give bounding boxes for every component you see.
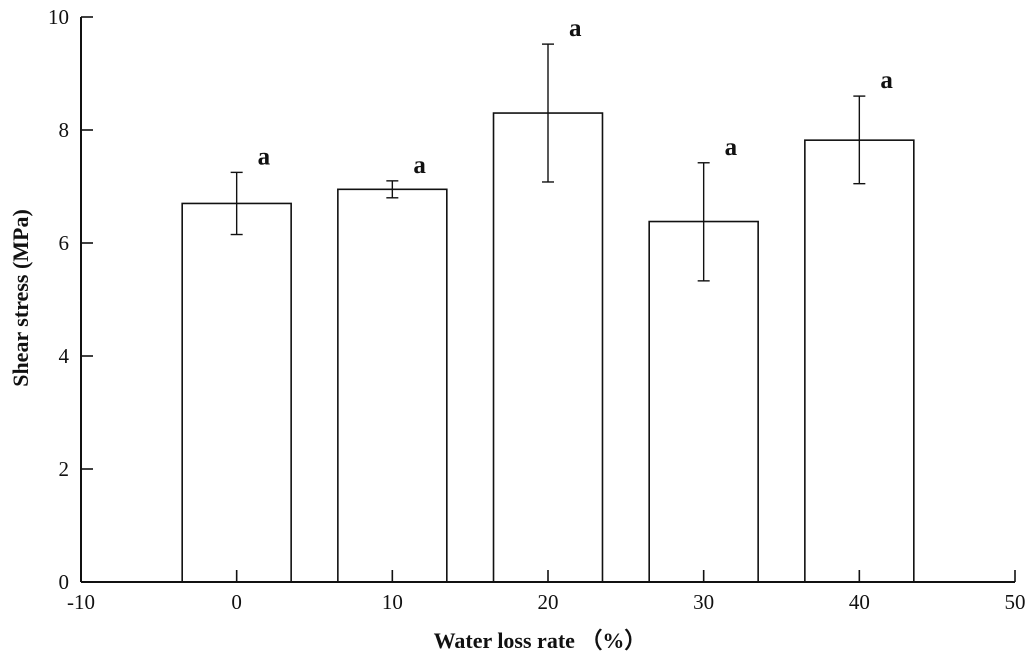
x-tick-label-40: 40: [849, 590, 870, 614]
bar-0: [181, 202, 292, 583]
x-tick-label-30: 30: [693, 590, 714, 614]
x-tick-label-0: 0: [231, 590, 242, 614]
significance-label-40: a: [880, 67, 893, 94]
x-tick-label-20: 20: [538, 590, 559, 614]
y-tick-label-0: 0: [59, 570, 70, 594]
bar-20: [492, 112, 604, 583]
y-ticks-group: 0 2 4 6 8 10: [48, 5, 93, 594]
y-tick-label-6: 6: [59, 231, 70, 255]
y-tick-label-10: 10: [48, 5, 69, 29]
significance-label-30: a: [725, 134, 738, 161]
significance-labels-group: a a a a a: [258, 15, 894, 179]
bar-40: [804, 139, 915, 583]
y-tick-label-2: 2: [59, 457, 70, 481]
significance-label-0: a: [258, 143, 271, 170]
significance-label-20: a: [569, 15, 582, 42]
significance-label-10: a: [413, 152, 426, 179]
bar-10: [337, 188, 448, 583]
bars-group: [181, 112, 915, 583]
x-tick-label-10: 10: [382, 590, 403, 614]
y-tick-label-8: 8: [59, 118, 70, 142]
error-bars-group: [230, 43, 866, 282]
x-tick-label-50: 50: [1005, 590, 1026, 614]
y-tick-label-4: 4: [59, 344, 70, 368]
x-ticks-group: -10 0 10 20 30 40 50: [67, 570, 1026, 614]
y-axis-title: Shear stress (MPa): [8, 209, 33, 387]
bar-30: [648, 220, 759, 583]
x-axis-title: Water loss rate （%）: [434, 628, 647, 653]
x-tick-label--10: -10: [67, 590, 95, 614]
